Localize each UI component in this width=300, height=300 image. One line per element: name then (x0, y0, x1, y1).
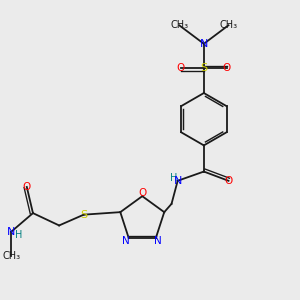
Text: CH₃: CH₃ (219, 20, 238, 30)
Text: O: O (138, 188, 146, 198)
Text: N: N (122, 236, 130, 246)
Text: O: O (223, 63, 231, 74)
Text: CH₃: CH₃ (170, 20, 188, 30)
Text: S: S (200, 63, 207, 74)
Text: N: N (200, 39, 208, 49)
Text: O: O (177, 63, 185, 74)
Text: H: H (15, 230, 23, 240)
Text: N: N (7, 226, 16, 237)
Text: O: O (224, 176, 232, 186)
Text: N: N (173, 176, 182, 186)
Text: S: S (80, 210, 87, 220)
Text: O: O (23, 182, 31, 192)
Text: CH₃: CH₃ (2, 251, 20, 261)
Text: H: H (170, 173, 178, 183)
Text: N: N (154, 236, 162, 246)
